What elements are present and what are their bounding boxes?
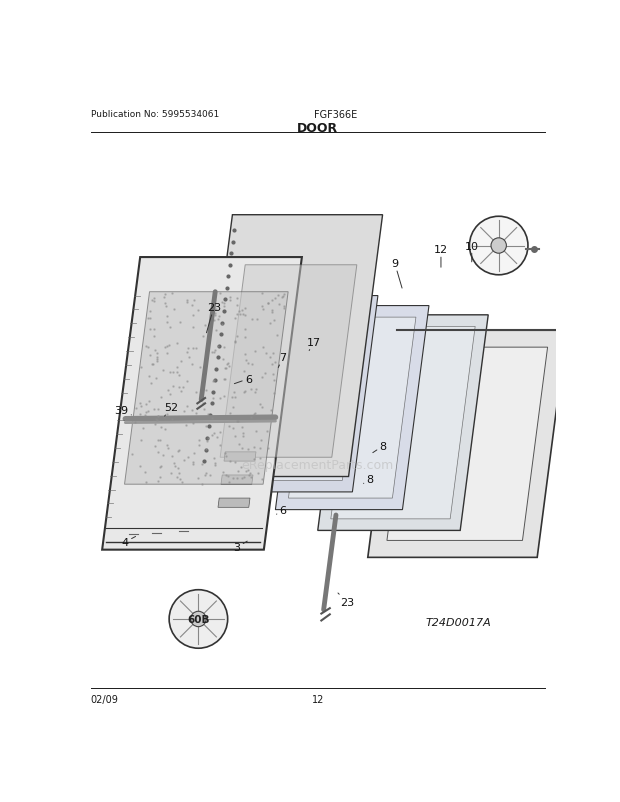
Polygon shape: [368, 330, 567, 557]
Polygon shape: [224, 452, 256, 461]
Text: Publication No: 5995534061: Publication No: 5995534061: [91, 110, 219, 119]
Polygon shape: [237, 296, 378, 492]
Text: 8: 8: [363, 474, 374, 484]
Text: FGF366E: FGF366E: [314, 110, 357, 120]
Polygon shape: [125, 293, 288, 484]
Text: DOOR: DOOR: [297, 122, 339, 135]
Circle shape: [191, 611, 206, 627]
Text: 17: 17: [307, 338, 321, 351]
Circle shape: [169, 590, 228, 648]
Text: 10: 10: [465, 241, 479, 262]
Text: 9: 9: [391, 259, 402, 289]
Text: 4: 4: [122, 537, 136, 547]
Polygon shape: [221, 476, 253, 484]
Text: 12: 12: [434, 245, 448, 268]
Text: 8: 8: [373, 441, 387, 453]
Polygon shape: [275, 306, 429, 510]
Polygon shape: [198, 216, 383, 477]
Text: eReplacementParts.com: eReplacementParts.com: [242, 459, 394, 472]
Text: 6: 6: [277, 505, 286, 515]
Text: T24D0017A: T24D0017A: [425, 618, 491, 628]
Text: 23: 23: [206, 302, 221, 334]
Text: 12: 12: [312, 695, 324, 704]
Polygon shape: [387, 348, 547, 541]
Text: 6: 6: [234, 375, 252, 384]
Text: 52: 52: [164, 403, 179, 416]
Text: 7: 7: [278, 353, 286, 368]
Polygon shape: [288, 318, 416, 499]
Circle shape: [469, 217, 528, 275]
Polygon shape: [102, 257, 302, 550]
Polygon shape: [331, 327, 475, 519]
Text: 39: 39: [114, 405, 131, 415]
Polygon shape: [250, 308, 365, 480]
Circle shape: [491, 238, 507, 254]
Text: 60B: 60B: [187, 614, 210, 624]
Polygon shape: [220, 265, 357, 458]
Text: 02/09: 02/09: [91, 695, 118, 704]
Polygon shape: [317, 315, 488, 531]
Text: 3: 3: [233, 541, 247, 553]
Polygon shape: [218, 499, 250, 508]
Text: 23: 23: [338, 593, 354, 607]
